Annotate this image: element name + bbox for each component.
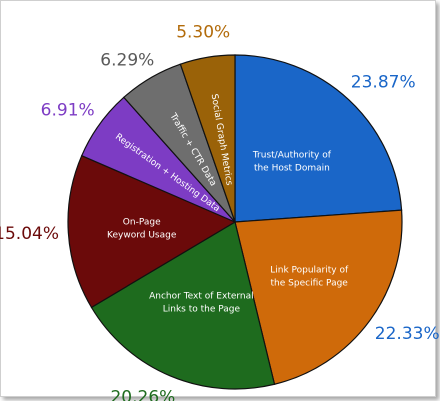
percent-label-social-graph-metrics: 5.30% [176, 23, 230, 43]
percent-label-traffic-ctr-data: 6.29% [100, 51, 154, 71]
slice-label-on-page-keyword-usage: On-Page Keyword Usage [107, 218, 177, 241]
pie-slice-on-page-keyword-usage [67, 154, 237, 309]
pie-slice-anchor-text-of-external-links-to-the-page [90, 221, 276, 390]
percent-labels: 23.87% 22.33% 20.26% 15.04% 6.91% 6.29% 5.30% [0, 23, 440, 401]
percent-label-on-page-keyword-usage: 15.04% [0, 224, 59, 244]
percent-label-registration-hosting-data: 6.91% [41, 101, 95, 121]
percent-label-link-popularity-of-the-specific-page: 22.33% [375, 324, 440, 344]
slice-label-link-popularity-of-the-specific-page: Link Popularity of the Specific Page [270, 266, 349, 289]
pie-slice-social-graph-metrics [179, 54, 236, 223]
slice-label-anchor-text-of-external-links-to-the-page: Anchor Text of External Links to the Page [149, 292, 254, 315]
pie-slices [67, 54, 403, 390]
pie-slice-trust-authority-of-the-host-domain [234, 54, 403, 223]
pie-slice-link-popularity-of-the-specific-page [234, 209, 403, 385]
percent-label-trust-authority-of-the-host-domain: 23.87% [351, 73, 416, 93]
slice-label-trust-authority-of-the-host-domain: Trust/Authority of the Host Domain [252, 150, 332, 173]
percent-label-anchor-text-of-external-links-to-the-page: 20.26% [110, 388, 175, 401]
